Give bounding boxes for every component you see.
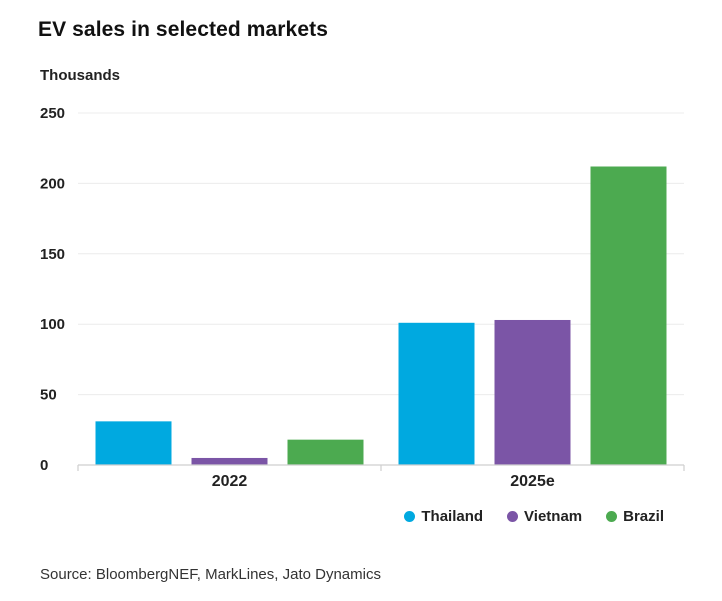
legend-label-thailand: Thailand <box>421 508 484 525</box>
legend-label-brazil: Brazil <box>623 508 664 525</box>
y-tick-label-50: 50 <box>40 387 57 404</box>
x-category-label-2025e: 2025e <box>510 473 555 490</box>
legend-item-brazil: Brazil <box>606 508 664 525</box>
bar-brazil-2022 <box>287 439 364 465</box>
bars <box>95 166 667 465</box>
y-tick-label-250: 250 <box>40 105 65 122</box>
bar-thailand-2022 <box>95 421 172 465</box>
y-tick-label-0: 0 <box>40 457 48 474</box>
x-axis <box>77 464 685 471</box>
x-axis-category-labels: 2022 2025e <box>212 473 555 490</box>
legend-item-thailand: Thailand <box>404 508 483 525</box>
legend-item-vietnam: Vietnam <box>507 508 582 525</box>
bar-brazil-2025e <box>590 166 667 465</box>
x-category-label-2022: 2022 <box>212 473 248 490</box>
bar-vietnam-2025e <box>494 319 571 465</box>
bar-thailand-2025e <box>398 322 475 465</box>
y-tick-label-150: 150 <box>40 246 65 263</box>
legend: Thailand Vietnam Brazil <box>404 508 664 525</box>
y-tick-label-200: 200 <box>40 175 65 192</box>
legend-swatch-vietnam <box>507 511 519 522</box>
chart-title: EV sales in selected markets <box>38 18 328 41</box>
y-tick-label-100: 100 <box>40 316 65 333</box>
source-note: Source: BloombergNEF, MarkLines, Jato Dy… <box>40 566 381 583</box>
bar-vietnam-2022 <box>191 457 268 465</box>
legend-label-vietnam: Vietnam <box>524 508 583 525</box>
y-axis-ticks: 0 50 100 150 200 250 <box>40 105 65 474</box>
legend-swatch-thailand <box>404 511 416 522</box>
gridlines <box>78 112 684 396</box>
legend-swatch-brazil <box>606 511 618 522</box>
y-axis-unit-label: Thousands <box>40 67 121 84</box>
